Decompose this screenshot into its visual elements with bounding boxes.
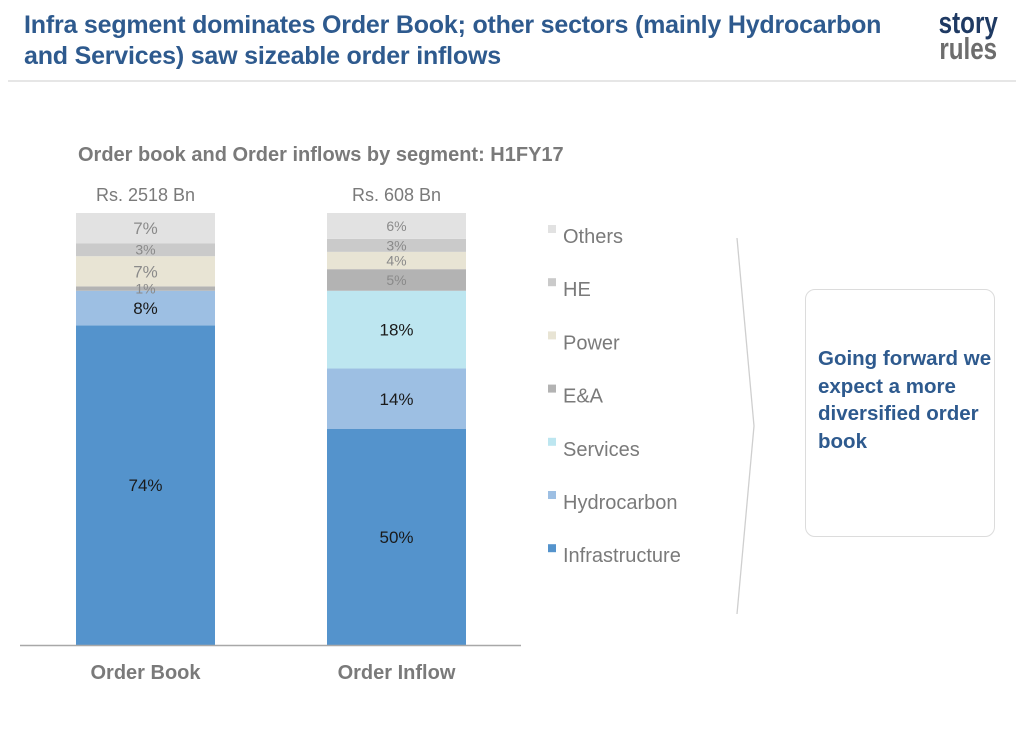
- legend-label-e-a: E&A: [563, 386, 604, 408]
- data-label-order-book-others: 7%: [133, 219, 158, 238]
- data-label-order-book-e-a: 1%: [135, 281, 155, 297]
- bar-segment-order-book-he: [76, 243, 215, 257]
- data-label-order-book-he: 3%: [135, 242, 155, 258]
- storyrules-logo: story rules: [938, 5, 998, 66]
- bar-segment-order-book-others: [76, 213, 215, 244]
- total-label-order-inflow: Rs. 608 Bn: [352, 185, 441, 205]
- bar-segment-order-book-e-a: [76, 286, 215, 291]
- data-label-order-inflow-hydrocarbon: 14%: [379, 390, 413, 409]
- legend-swatch-he: [548, 278, 556, 287]
- bar-segment-order-inflow-infrastructure: [327, 429, 466, 645]
- x-tick-label-order-book: Order Book: [90, 662, 201, 684]
- bar-segment-order-book-power: [76, 256, 215, 287]
- data-label-order-inflow-he: 3%: [386, 237, 406, 253]
- data-label-order-inflow-infrastructure: 50%: [379, 528, 413, 547]
- legend-swatch-services: [548, 437, 556, 446]
- callout-box: Going forward we expect a more diversifi…: [805, 289, 995, 537]
- bars-group: [76, 213, 466, 645]
- data-label-order-inflow-e-a: 5%: [386, 272, 406, 288]
- data-label-order-inflow-others: 6%: [386, 218, 406, 234]
- legend-label-services: Services: [563, 439, 640, 461]
- bar-segment-order-book-infrastructure: [76, 325, 215, 645]
- x-tick-label-order-inflow: Order Inflow: [338, 662, 456, 684]
- legend-swatch-e-a: [548, 384, 556, 393]
- data-label-order-book-infrastructure: 74%: [128, 476, 162, 495]
- callout-text: Going forward we expect a more diversifi…: [818, 347, 992, 453]
- legend-label-he: HE: [563, 279, 591, 301]
- legend-swatch-infrastructure: [548, 544, 556, 553]
- legend-swatch-power: [548, 331, 556, 340]
- legend-label-hydrocarbon: Hydrocarbon: [563, 492, 678, 514]
- bar-segment-order-inflow-services: [327, 290, 466, 369]
- bar-segment-order-inflow-others: [327, 213, 466, 239]
- logo-line-story: story: [938, 5, 998, 40]
- chart-title: Order book and Order inflows by segment:…: [78, 144, 564, 166]
- bar-segment-order-inflow-hydrocarbon: [327, 368, 466, 429]
- legend-swatch-others: [548, 225, 556, 233]
- data-label-order-inflow-services: 18%: [379, 321, 413, 340]
- bar-segment-order-inflow-he: [327, 238, 466, 252]
- legend-swatch-hydrocarbon: [548, 491, 556, 499]
- bar-segment-order-inflow-e-a: [327, 269, 466, 291]
- bar-segment-order-book-hydrocarbon: [76, 290, 215, 326]
- data-label-order-book-power: 7%: [133, 262, 158, 281]
- title-divider: [8, 80, 1016, 82]
- logo-line-rules: rules: [939, 31, 998, 66]
- data-label-order-book-hydrocarbon: 8%: [133, 299, 158, 318]
- slide-title: Infra segment dominates Order Book; othe…: [24, 11, 882, 70]
- total-label-order-book: Rs. 2518 Bn: [96, 185, 195, 205]
- legend-label-power: Power: [563, 332, 620, 354]
- data-label-order-inflow-power: 4%: [386, 253, 406, 269]
- legend-group: Others HE Power E&A Services Hydrocarbon Infra…: [548, 225, 681, 567]
- legend-label-infrastructure: Infrastructure: [563, 545, 681, 567]
- bar-segment-order-inflow-power: [327, 251, 466, 270]
- legend-label-others: Others: [563, 226, 623, 248]
